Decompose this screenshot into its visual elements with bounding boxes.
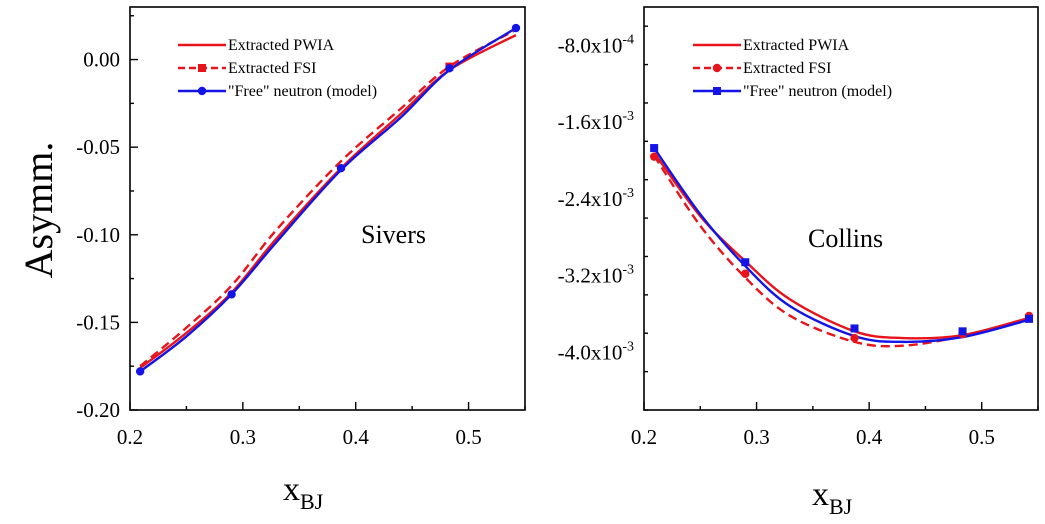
- x-axis-title: xBJ: [812, 476, 853, 519]
- data-point: [741, 269, 750, 278]
- plot-frame: [129, 6, 526, 411]
- x-axis-title: xBJ: [283, 471, 324, 514]
- data-point: [649, 152, 659, 161]
- legend-swatch-marker: [197, 86, 207, 96]
- data-point: [741, 258, 750, 267]
- x-tick-label: 0.2: [117, 425, 143, 449]
- series-line-1: [139, 28, 517, 368]
- plot-area: [649, 144, 1034, 348]
- x-tick-label: 0.2: [631, 425, 657, 449]
- chart-annotation: Collins: [808, 224, 883, 253]
- y-tick-label: -1.6x10-3: [558, 109, 634, 134]
- legend-label: Extracted PWIA: [743, 37, 850, 54]
- y-tick-label: -4.0x10-3: [558, 339, 634, 364]
- chart-annotation: Sivers: [361, 220, 426, 249]
- legend-label: "Free" neutron (model): [743, 83, 892, 100]
- data-point: [650, 144, 659, 153]
- legend-label: Extracted PWIA: [228, 37, 335, 54]
- x-tick-label: 0.3: [230, 425, 256, 449]
- x-tick-label: 0.4: [856, 425, 883, 449]
- y-tick-label: 0.00: [83, 48, 120, 72]
- x-tick-label: 0.4: [343, 425, 370, 449]
- data-point: [336, 164, 346, 173]
- series-line-2: [653, 147, 1030, 344]
- series-line-2: [139, 27, 517, 373]
- plot-area: [135, 23, 521, 376]
- data-point: [511, 23, 521, 33]
- y-tick-label: -8.0x10-4: [558, 32, 634, 57]
- x-tick-label: 0.5: [455, 425, 481, 449]
- data-point: [445, 64, 454, 73]
- chart-panel-0: 0.2 0.3 0.4 0.5 -0.20 -0.15 -0.10 -0.05 0.00 Sive…: [16, 6, 526, 514]
- y-tick-label: -2.4x10-3: [558, 186, 634, 211]
- data-point: [135, 367, 145, 376]
- x-tick-label: 0.5: [969, 425, 995, 449]
- y-axis-title: Asymm.: [16, 142, 61, 279]
- data-point: [227, 290, 236, 299]
- data-point: [958, 327, 967, 336]
- legend-label: Extracted FSI: [743, 60, 831, 77]
- chart-panel-1: 0.2 0.3 0.4 0.5 -4.0x10-3 -3.2x10-3 -2.4x10-3 -…: [558, 6, 1039, 519]
- data-point: [850, 333, 859, 343]
- y-tick-label: -0.15: [76, 310, 120, 334]
- data-point: [1024, 314, 1033, 323]
- legend-label: Extracted FSI: [228, 60, 316, 77]
- legend-label: "Free" neutron (model): [228, 83, 377, 100]
- x-tick-label: 0.3: [743, 425, 769, 449]
- y-tick-label: -0.05: [76, 135, 120, 159]
- y-tick-label: -3.2x10-3: [558, 263, 634, 288]
- legend: Extracted PWIA Extracted FSI "Free" neutro…: [693, 37, 892, 100]
- legend-swatch-marker: [713, 87, 721, 95]
- data-point: [850, 324, 859, 333]
- plot-frame: [643, 6, 1039, 411]
- legend-swatch-marker: [198, 64, 206, 72]
- y-tick-label: -0.20: [76, 398, 120, 422]
- legend-swatch-marker: [712, 63, 722, 73]
- legend: Extracted PWIA Extracted FSI "Free" neutro…: [178, 37, 377, 100]
- y-tick-label: -0.10: [76, 223, 120, 247]
